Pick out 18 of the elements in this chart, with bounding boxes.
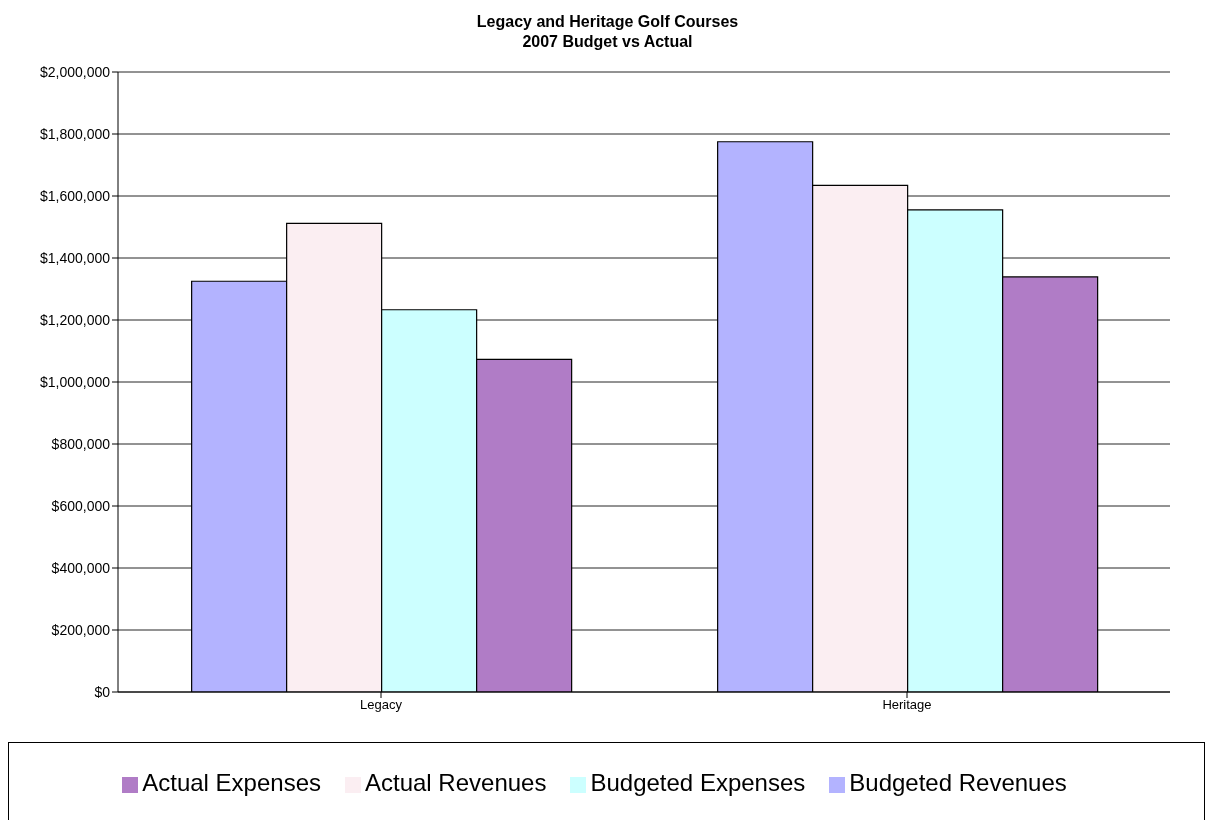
y-tick-label: $400,000 [51,559,111,576]
y-tick-label: $1,400,000 [39,249,111,266]
legend-label: Budgeted Revenues [849,769,1067,796]
y-tick-label: $1,200,000 [39,311,111,328]
chart-title: Legacy and Heritage Golf Courses 2007 Budget vs Actual [475,12,740,52]
y-tick-label: $1,800,000 [39,125,111,142]
y-tick-label: $600,000 [51,497,111,514]
legend-label: Actual Revenues [365,769,547,796]
y-tick-label: $0 [94,683,111,700]
y-tick-label: $1,000,000 [39,373,111,390]
x-tick-label: Heritage [882,697,932,713]
legend-label: Actual Expenses [142,769,321,796]
x-tick-label: Legacy [360,697,403,713]
y-tick-label: $1,600,000 [39,187,111,204]
y-tick-label: $800,000 [51,435,111,452]
y-tick-label: $2,000,000 [39,63,111,80]
y-tick-label: $200,000 [51,621,111,638]
legend-label: Budgeted Expenses [590,769,806,796]
